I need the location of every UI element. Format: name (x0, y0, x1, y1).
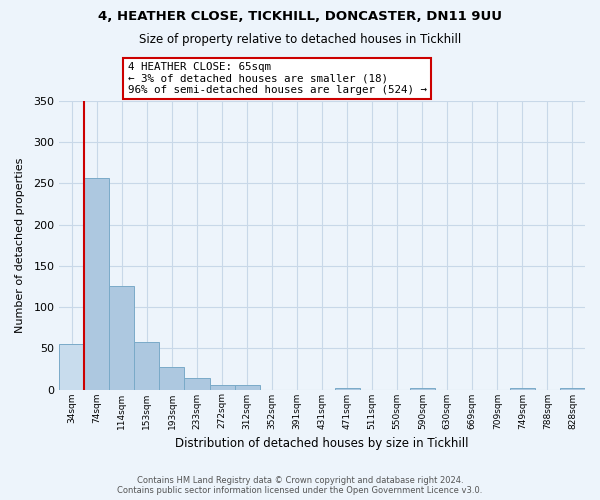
Text: 4, HEATHER CLOSE, TICKHILL, DONCASTER, DN11 9UU: 4, HEATHER CLOSE, TICKHILL, DONCASTER, D… (98, 10, 502, 23)
Bar (160, 367, 184, 390)
Bar (59, 344, 85, 390)
Bar (134, 342, 160, 390)
Bar (209, 386, 235, 390)
Bar (510, 388, 535, 390)
Bar (109, 286, 134, 390)
Bar (184, 378, 209, 390)
Bar (335, 388, 360, 390)
Bar (560, 388, 585, 390)
Text: Contains HM Land Registry data © Crown copyright and database right 2024.
Contai: Contains HM Land Registry data © Crown c… (118, 476, 482, 495)
Text: Size of property relative to detached houses in Tickhill: Size of property relative to detached ho… (139, 32, 461, 46)
X-axis label: Distribution of detached houses by size in Tickhill: Distribution of detached houses by size … (175, 437, 469, 450)
Bar (85, 178, 109, 390)
Bar (410, 388, 435, 390)
Text: 4 HEATHER CLOSE: 65sqm
← 3% of detached houses are smaller (18)
96% of semi-deta: 4 HEATHER CLOSE: 65sqm ← 3% of detached … (128, 62, 427, 95)
Bar (235, 386, 260, 390)
Y-axis label: Number of detached properties: Number of detached properties (15, 158, 25, 333)
